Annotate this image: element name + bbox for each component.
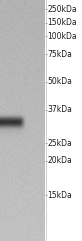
- Text: 250kDa: 250kDa: [47, 5, 77, 14]
- Text: 15kDa: 15kDa: [47, 191, 72, 200]
- Text: 50kDa: 50kDa: [47, 77, 72, 87]
- Text: 75kDa: 75kDa: [47, 50, 72, 59]
- Text: 20kDa: 20kDa: [47, 156, 72, 166]
- Text: 100kDa: 100kDa: [47, 32, 77, 41]
- Text: 37kDa: 37kDa: [47, 105, 72, 114]
- Text: 25kDa: 25kDa: [47, 139, 72, 148]
- Text: 150kDa: 150kDa: [47, 18, 77, 27]
